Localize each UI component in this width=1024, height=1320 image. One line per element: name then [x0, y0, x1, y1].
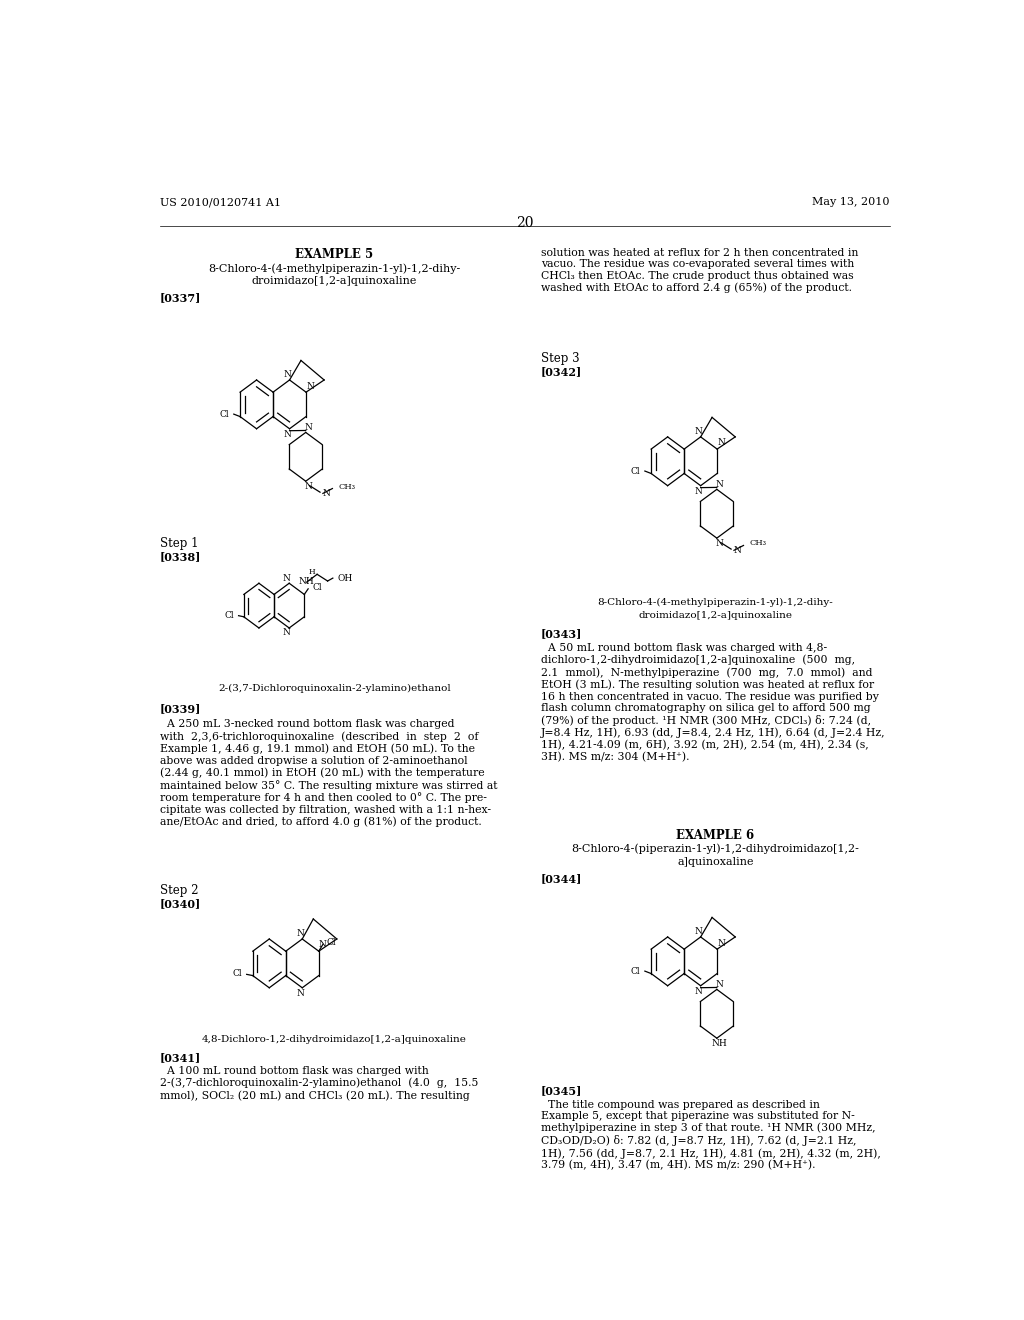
Text: droimidazo[1,2-a]quinoxaline: droimidazo[1,2-a]quinoxaline	[252, 276, 417, 286]
Text: Cl: Cl	[312, 583, 322, 591]
Text: Cl: Cl	[219, 409, 228, 418]
Text: N: N	[716, 979, 724, 989]
Text: N: N	[734, 546, 741, 556]
Text: NH: NH	[712, 1039, 728, 1048]
Text: CH₃: CH₃	[750, 540, 766, 548]
Text: [0343]: [0343]	[541, 628, 582, 639]
Text: [0345]: [0345]	[541, 1085, 582, 1097]
Text: A 250 mL 3-necked round bottom flask was charged
with  2,3,6-trichloroquinoxalin: A 250 mL 3-necked round bottom flask was…	[160, 719, 498, 828]
Text: N: N	[716, 480, 724, 488]
Text: Cl: Cl	[630, 966, 640, 975]
Text: [0339]: [0339]	[160, 704, 201, 714]
Text: N: N	[296, 989, 304, 998]
Text: N: N	[305, 422, 312, 432]
Text: A 50 mL round bottom flask was charged with 4,8-
dichloro-1,2-dihydroimidazo[1,2: A 50 mL round bottom flask was charged w…	[541, 643, 886, 763]
Text: Step 1: Step 1	[160, 536, 199, 549]
Text: Cl: Cl	[224, 611, 234, 619]
Text: N: N	[323, 490, 331, 499]
Text: 8-Chloro-4-(piperazin-1-yl)-1,2-dihydroimidazo[1,2-: 8-Chloro-4-(piperazin-1-yl)-1,2-dihydroi…	[571, 843, 859, 854]
Text: OH: OH	[337, 574, 352, 582]
Text: Cl: Cl	[630, 466, 640, 475]
Text: a]quinoxaline: a]quinoxaline	[677, 857, 754, 867]
Text: N: N	[283, 628, 291, 638]
Text: N: N	[319, 940, 327, 949]
Text: N: N	[694, 428, 702, 436]
Text: N: N	[718, 939, 725, 948]
Text: US 2010/0120741 A1: US 2010/0120741 A1	[160, 197, 281, 207]
Text: H: H	[308, 568, 315, 576]
Text: N: N	[283, 574, 291, 583]
Text: N: N	[305, 482, 312, 491]
Text: CH₃: CH₃	[338, 483, 355, 491]
Text: 20: 20	[516, 216, 534, 230]
Text: droimidazo[1,2-a]quinoxaline: droimidazo[1,2-a]quinoxaline	[638, 611, 793, 619]
Text: [0337]: [0337]	[160, 293, 201, 304]
Text: [0340]: [0340]	[160, 899, 201, 909]
Text: Cl: Cl	[232, 969, 243, 978]
Text: NH: NH	[299, 577, 314, 586]
Text: Step 3: Step 3	[541, 351, 580, 364]
Text: N: N	[694, 487, 702, 495]
Text: Cl: Cl	[327, 939, 336, 946]
Text: 4,8-Dichloro-1,2-dihydroimidazo[1,2-a]quinoxaline: 4,8-Dichloro-1,2-dihydroimidazo[1,2-a]qu…	[202, 1035, 467, 1044]
Text: Step 2: Step 2	[160, 884, 199, 898]
Text: The title compound was prepared as described in
Example 5, except that piperazin: The title compound was prepared as descr…	[541, 1100, 881, 1171]
Text: N: N	[296, 929, 304, 939]
Text: [0338]: [0338]	[160, 550, 201, 562]
Text: 8-Chloro-4-(4-methylpiperazin-1-yl)-1,2-dihy-: 8-Chloro-4-(4-methylpiperazin-1-yl)-1,2-…	[208, 263, 461, 273]
Text: N: N	[718, 438, 725, 447]
Text: N: N	[716, 539, 724, 548]
Text: A 100 mL round bottom flask was charged with
2-(3,7-dichloroquinoxalin-2-ylamino: A 100 mL round bottom flask was charged …	[160, 1067, 478, 1101]
Text: N: N	[694, 927, 702, 936]
Text: [0344]: [0344]	[541, 873, 582, 884]
Text: [0341]: [0341]	[160, 1052, 201, 1063]
Text: solution was heated at reflux for 2 h then concentrated in
vacuo. The residue wa: solution was heated at reflux for 2 h th…	[541, 248, 858, 293]
Text: EXAMPLE 5: EXAMPLE 5	[295, 248, 374, 261]
Text: N: N	[306, 381, 314, 391]
Text: [0342]: [0342]	[541, 366, 582, 376]
Text: EXAMPLE 6: EXAMPLE 6	[676, 829, 755, 842]
Text: 2-(3,7-Dichloroquinoxalin-2-ylamino)ethanol: 2-(3,7-Dichloroquinoxalin-2-ylamino)etha…	[218, 684, 451, 693]
Text: N: N	[284, 429, 291, 438]
Text: N: N	[694, 986, 702, 995]
Text: N: N	[284, 370, 291, 379]
Text: May 13, 2010: May 13, 2010	[812, 197, 890, 207]
Text: 8-Chloro-4-(4-methylpiperazin-1-yl)-1,2-dihy-: 8-Chloro-4-(4-methylpiperazin-1-yl)-1,2-…	[597, 598, 834, 607]
